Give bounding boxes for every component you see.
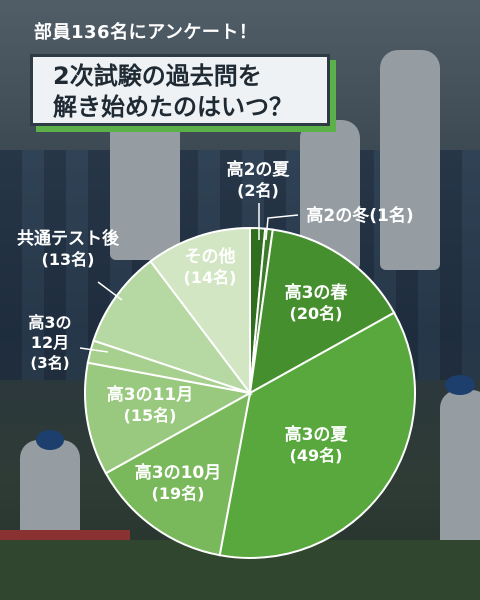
slice-label: 高3の10月 [135,462,222,483]
slice-value: (2名) [237,181,279,200]
title-box: 2次試験の過去問を 解き始めたのはいつ？ [30,54,330,126]
leader-line [265,214,299,241]
survey-tag-text: 部員136名にアンケート！ [34,22,258,43]
slice-value: (13名) [42,250,95,269]
slice-value: (19名) [152,484,205,503]
slice-value: (49名) [290,446,343,465]
slice-label: 12月 [31,333,69,352]
pie-slice [92,259,253,395]
slice-label: その他 [185,246,236,267]
pie-slice [149,226,251,396]
pie-slice [84,361,253,475]
slice-label: 高2の冬(1名) [306,205,413,226]
player-figure [380,50,440,270]
slice-value: (14名) [184,268,237,287]
slice-label: 共通テスト後 [17,228,120,249]
slice-label: 高3の夏 [285,424,349,445]
leader-line [97,281,123,301]
title-line-1: 2次試験の過去問を [53,62,262,90]
slice-label: 高3の [28,313,71,332]
cap [445,375,475,395]
slice-label: 高3の春 [285,282,348,303]
slice-label: 高3の11月 [107,384,194,405]
survey-tag: 部員136名にアンケート！ [34,14,257,48]
leader-line [79,347,109,353]
slice-value: (20名) [290,304,343,323]
pie-slice [218,311,416,559]
slice-label: 高2の夏 [227,159,291,180]
player-figure [110,100,180,260]
pie-slice [248,228,396,395]
slice-value: (3名) [30,354,69,372]
slice-value: (15名) [124,406,177,425]
title-line-2: 解き始めたのはいつ？ [53,93,293,121]
pie-slice [104,391,252,557]
cap [36,430,64,450]
